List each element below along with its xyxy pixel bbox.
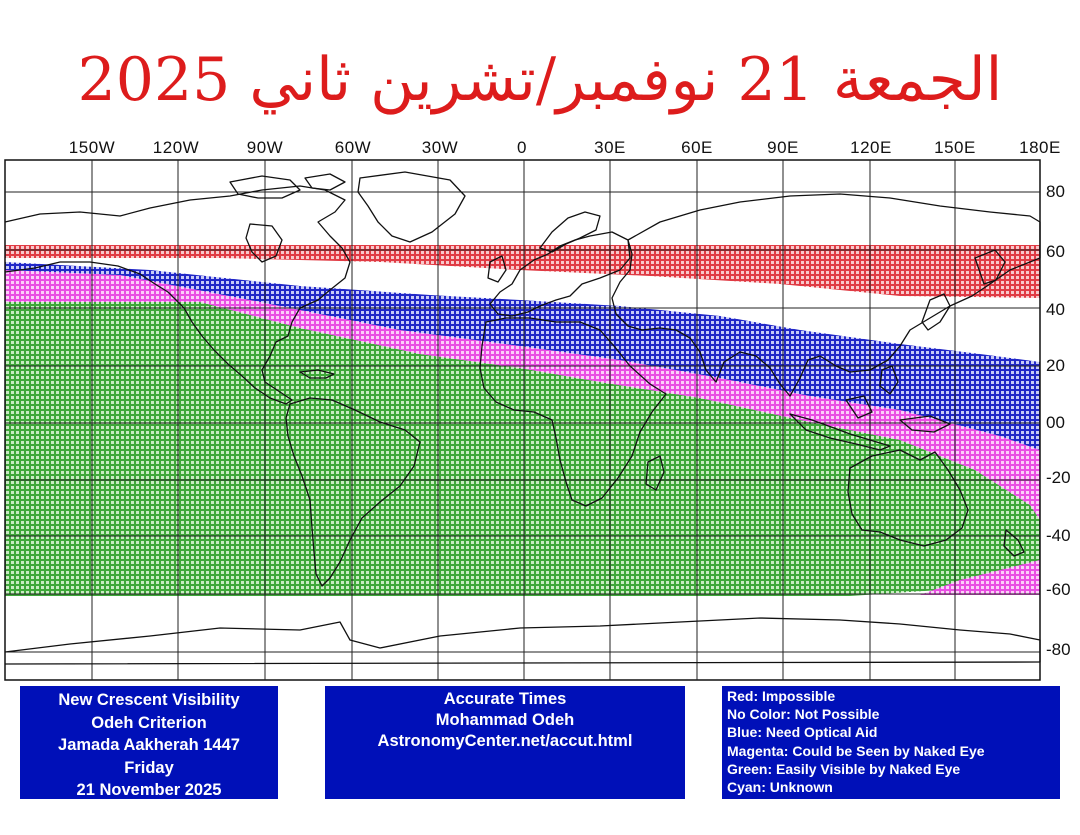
- lat-label-minus20: -20: [1046, 468, 1071, 487]
- lon-label-90w: 90W: [246, 138, 284, 157]
- legend-red: Red: Impossible: [727, 688, 836, 704]
- lat-label-60: 60: [1046, 242, 1065, 261]
- africa-outline: [479, 317, 667, 507]
- graticule: [5, 160, 1040, 680]
- arctic-islands-outline: [229, 173, 346, 199]
- madagascar-outline: [645, 455, 665, 491]
- legend-none: No Color: Not Possible: [727, 706, 880, 723]
- info-line: New Crescent Visibility: [58, 691, 240, 709]
- lon-label-120w: 120W: [152, 138, 200, 157]
- lon-label-0: 0: [517, 138, 527, 157]
- legend-box: Red: Impossible No Color: Not Possible B…: [722, 686, 1060, 799]
- lon-label-60w: 60W: [334, 138, 372, 157]
- lat-label-20: 20: [1046, 356, 1065, 375]
- legend-cyan: Cyan: Unknown: [727, 779, 833, 796]
- info-line: Mohammad Odeh: [435, 711, 575, 729]
- lon-label-180e: 180E: [1019, 138, 1061, 157]
- lat-label-minus60: -60: [1046, 580, 1071, 599]
- japan-outline: [921, 293, 951, 331]
- lon-label-30e: 30E: [594, 138, 626, 157]
- zone-magenta-south: [920, 560, 1040, 595]
- indonesia-outline: [789, 395, 951, 451]
- australia-outline: [847, 449, 969, 547]
- zone-magenta: [5, 270, 1040, 520]
- lat-label-40: 40: [1046, 300, 1065, 319]
- legend-green: Green: Easily Visible by Naked Eye: [727, 760, 961, 777]
- lon-label-120e: 120E: [850, 138, 892, 157]
- asia-outline: [611, 193, 1041, 397]
- info-box-source: Accurate Times Mohammad Odeh AstronomyCe…: [325, 686, 685, 799]
- north-america-outline: [4, 185, 351, 405]
- map-frame: [4, 159, 1041, 681]
- lon-label-150w: 150W: [68, 138, 116, 157]
- legend-blue: Blue: Need Optical Aid: [727, 724, 878, 741]
- south-america-outline: [285, 397, 421, 587]
- info-line: Friday: [124, 758, 174, 777]
- source-url: AstronomyCenter.net/accut.html: [377, 732, 633, 750]
- info-line: 21 November 2025: [76, 781, 222, 799]
- info-line: Accurate Times: [443, 690, 567, 708]
- zone-blue: [5, 262, 1040, 450]
- lon-label-60e: 60E: [681, 138, 713, 157]
- greenland-outline: [357, 171, 466, 243]
- zone-red: [5, 245, 1040, 298]
- info-box-criterion: New Crescent Visibility Odeh Criterion J…: [20, 686, 278, 799]
- new-zealand-outline: [1003, 529, 1025, 557]
- info-line: Odeh Criterion: [91, 713, 207, 732]
- page-title: الجمعة 21 نوفمبر/تشرين ثاني 2025: [77, 45, 1003, 115]
- british-isles-outline: [487, 255, 507, 283]
- kamchatka-outline: [974, 249, 1006, 285]
- coastlines: [4, 171, 1041, 665]
- lat-label-minus40: -40: [1046, 526, 1071, 545]
- lon-label-30w: 30W: [421, 138, 459, 157]
- lon-label-150e: 150E: [934, 138, 976, 157]
- europe-outline: [489, 231, 631, 317]
- antarctica-outline: [4, 617, 1041, 665]
- scandinavia-outline: [539, 211, 601, 253]
- legend-magenta: Magenta: Could be Seen by Naked Eye: [727, 742, 985, 759]
- info-line: Jamada Aakherah 1447: [58, 736, 240, 754]
- lat-label-80: 80: [1046, 182, 1065, 201]
- lat-label-minus80: -80: [1046, 640, 1071, 659]
- hudson-bay-outline: [245, 223, 283, 263]
- philippines-outline: [879, 365, 899, 395]
- lon-label-90e: 90E: [767, 138, 799, 157]
- caribbean-outline: [299, 369, 335, 379]
- lat-label-00: 00: [1046, 413, 1065, 432]
